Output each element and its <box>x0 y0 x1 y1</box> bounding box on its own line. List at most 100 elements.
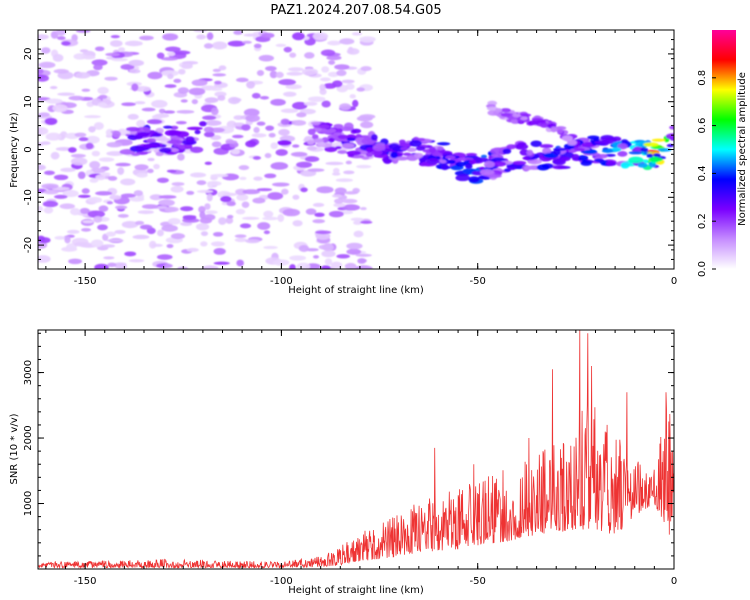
heatmap-cell <box>112 130 121 138</box>
heatmap-cell <box>101 244 116 248</box>
heatmap-cell <box>194 129 201 135</box>
heatmap-cell <box>222 192 238 197</box>
heatmap-cell <box>198 121 207 127</box>
heatmap-cell <box>98 205 109 212</box>
heatmap-cell <box>561 135 573 142</box>
heatmap-cell <box>204 97 219 103</box>
heatmap-cell <box>301 68 319 76</box>
heatmap-cell <box>346 137 356 142</box>
heatmap-cell <box>156 229 164 237</box>
heatmap-cell <box>344 262 357 269</box>
heatmap-cell <box>468 176 480 183</box>
heatmap-cell <box>620 162 630 169</box>
heatmap-cell <box>157 177 169 183</box>
y-tick-label: 20 <box>23 48 34 61</box>
heatmap-cell <box>292 32 305 41</box>
heatmap-cell <box>89 161 101 169</box>
colorbar-gradient <box>712 30 736 269</box>
heatmap-cell <box>289 264 296 269</box>
heatmap-cell <box>166 169 177 173</box>
heatmap-cell <box>105 231 116 237</box>
heatmap-cell <box>146 119 163 125</box>
heatmap-cell <box>339 126 355 132</box>
heatmap-cell <box>106 201 114 205</box>
heatmap-cell <box>111 57 128 62</box>
heatmap-cell <box>49 86 58 90</box>
heatmap-cell <box>360 66 372 72</box>
heatmap-cell <box>89 178 99 183</box>
heatmap-cell <box>212 68 221 73</box>
heatmap-cell <box>57 36 66 41</box>
heatmap-cell <box>81 188 90 194</box>
heatmap-cell <box>230 148 241 155</box>
heatmap-cell <box>313 255 320 259</box>
heatmap-cell <box>43 206 54 214</box>
heatmap-cell <box>180 206 194 212</box>
heatmap-cell <box>225 140 238 144</box>
heatmap-cell <box>118 47 126 52</box>
heatmap-cell <box>594 158 605 163</box>
heatmap-cell <box>265 65 277 72</box>
heatmap-cell <box>75 30 91 33</box>
heatmap-cell <box>455 174 471 182</box>
heatmap-cell <box>163 125 173 129</box>
heatmap-cell <box>617 143 628 150</box>
figure-title: PAZ1.2024.207.08.54.G05 <box>270 3 441 18</box>
heatmap-cell <box>161 70 179 77</box>
heatmap-cell <box>38 205 44 212</box>
heatmap-cell <box>180 99 188 103</box>
heatmap-cell <box>402 152 412 156</box>
heatmap-cell <box>139 35 154 41</box>
x-tick-label: -100 <box>270 576 293 587</box>
heatmap-cell <box>605 161 616 166</box>
heatmap-cell <box>205 120 222 126</box>
heatmap-cell <box>124 40 143 47</box>
colorbar-tick-label: 0.4 <box>697 165 708 181</box>
y-tick-label: 1000 <box>23 491 34 516</box>
heatmap-cell <box>550 126 558 133</box>
y-tick-label: 3000 <box>23 360 34 385</box>
heatmap-cell <box>234 234 247 238</box>
heatmap-cell <box>231 97 242 103</box>
heatmap-cell <box>70 157 88 166</box>
x-tick-label: 0 <box>671 276 677 287</box>
heatmap-cell <box>170 185 184 193</box>
heatmap-cell <box>316 186 334 194</box>
heatmap-cell <box>331 194 343 198</box>
heatmap-cell <box>94 46 105 52</box>
heatmap-cell <box>265 125 275 131</box>
heatmap-cell <box>577 155 589 161</box>
heatmap-cell <box>242 216 260 220</box>
heatmap-cell <box>330 261 343 269</box>
heatmap-cell <box>168 139 183 145</box>
heatmap-cell <box>520 116 528 121</box>
heatmap-cell <box>500 112 512 117</box>
heatmap-cell <box>236 193 249 201</box>
heatmap-cell <box>52 53 64 62</box>
heatmap-cell <box>213 248 226 255</box>
heatmap-cell <box>243 108 260 117</box>
heatmap-cell <box>337 134 348 140</box>
heatmap-cell <box>125 127 141 132</box>
heatmap-cell <box>128 259 145 263</box>
heatmap-cell <box>196 34 207 40</box>
heatmap-cell <box>269 70 278 79</box>
heatmap-cell <box>324 258 333 266</box>
heatmap-cell <box>198 206 206 213</box>
heatmap-cell <box>134 220 145 226</box>
heatmap-cell <box>52 104 68 113</box>
heatmap-cell <box>186 126 203 131</box>
heatmap-cell <box>107 176 118 181</box>
heatmap-cell <box>643 142 659 147</box>
heatmap-cell <box>370 134 378 141</box>
heatmap-cell <box>227 40 246 47</box>
heatmap-cell <box>77 194 91 199</box>
heatmap-cell <box>486 174 502 178</box>
heatmap-cell <box>182 215 197 219</box>
heatmap-cell <box>172 50 191 55</box>
heatmap-cell <box>115 162 131 167</box>
heatmap-cell <box>307 168 325 172</box>
heatmap-cell <box>87 196 103 204</box>
snr-ylabel: SNR (10 * v/v) <box>9 413 20 484</box>
heatmap-cell <box>324 146 338 153</box>
